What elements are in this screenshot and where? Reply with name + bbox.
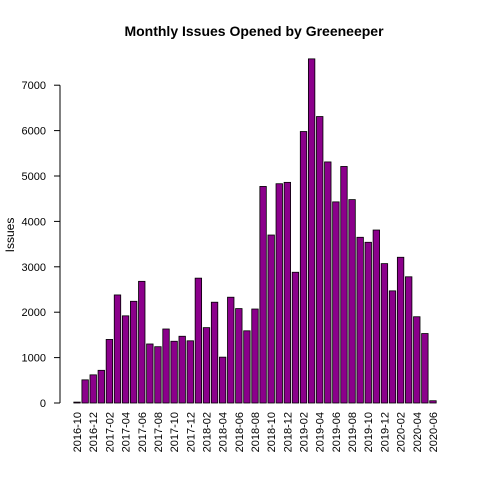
bar-2019-05 [324,161,332,404]
bar-2018-12 [283,181,291,404]
x-tick-label: 2019-10 [363,412,375,452]
bar-2019-08 [348,199,356,404]
bar-2019-10 [364,241,372,404]
x-tick-label: 2016-12 [88,412,100,452]
x-tick-label: 2018-06 [234,412,246,452]
y-tick-label: 2000 [22,307,46,319]
x-tick-label: 2018-04 [218,412,230,452]
bar-2016-10 [73,401,81,404]
bar-2019-09 [356,236,364,404]
x-tick-label: 2019-06 [331,412,343,452]
y-axis-label: Issues [3,218,17,253]
bar-2016-12 [89,374,97,404]
x-tick-label: 2019-04 [315,412,327,452]
bar-2019-03 [307,58,316,404]
bar-2018-09 [259,186,267,404]
bar-2019-11 [372,229,380,404]
x-tick-label: 2017-12 [185,412,197,452]
bar-2018-03 [210,301,219,404]
x-tick-label: 2019-02 [299,412,311,452]
y-tick-label: 4000 [22,216,46,228]
bar-2019-07 [340,166,348,404]
bar-2020-04 [413,316,421,404]
x-tick-label: 2017-06 [137,412,149,452]
bar-2017-12 [186,340,194,404]
x-tick-label: 2018-08 [250,412,262,452]
y-tick-label: 7000 [22,80,46,92]
bar-2020-02 [396,256,405,404]
bar-2018-08 [251,308,259,404]
x-tick-label: 2019-12 [379,412,391,452]
x-tick-label: 2017-02 [104,412,116,452]
bar-2017-05 [130,300,138,404]
bar-2017-02 [105,339,114,404]
bar-2017-04 [121,315,130,404]
y-tick-label: 5000 [22,171,46,183]
x-tick-label: 2020-04 [412,412,424,452]
bar-2019-04 [316,116,324,404]
y-tick-label: 3000 [22,262,46,274]
y-axis: 0 1000 2000 3000 4000 5000 6000 7000 [22,80,61,410]
x-tick-label: 2016-10 [72,412,84,452]
bar-2019-01 [291,271,300,404]
bar-2017-08 [154,346,162,404]
bars-group [73,58,437,404]
bar-2020-06 [429,400,437,404]
x-tick-label: 2018-10 [266,412,278,452]
x-tick-label: 2017-08 [153,412,165,452]
x-axis: 2016-10 2016-12 2017-02 2017-04 2017-06 2017-… [72,412,440,452]
bar-2019-12 [380,263,389,404]
chart-title: Monthly Issues Opened by Greeneeper [124,23,384,39]
x-tick-label: 2018-12 [282,412,294,452]
bar-2017-03 [113,294,122,404]
bar-2017-10 [170,340,178,404]
x-tick-label: 2020-02 [396,412,408,452]
bar-2020-03 [405,276,413,404]
bar-2020-01 [388,290,397,404]
x-tick-label: 2017-10 [169,412,181,452]
x-tick-label: 2019-08 [347,412,359,452]
bar-2017-01 [97,369,105,404]
bar-2018-02 [202,327,211,404]
bar-2018-06 [235,308,243,404]
bar-2017-11 [178,335,186,404]
bar-2018-05 [227,296,235,404]
x-tick-label: 2018-02 [201,412,213,452]
bar-2016-11 [81,379,89,404]
bar-2019-06 [332,201,340,404]
y-tick-label: 6000 [22,126,46,138]
bar-2017-09 [162,328,170,404]
y-tick-label: 1000 [22,353,46,365]
bar-2018-04 [219,356,227,404]
bar-2018-11 [275,183,283,404]
x-tick-label: 2020-06 [428,412,440,452]
bar-2020-05 [421,333,429,404]
x-tick-label: 2017-04 [121,412,133,452]
bar-2018-01 [194,277,203,404]
bar-2017-06 [138,280,146,404]
bar-2018-10 [267,234,275,404]
bar-2017-07 [146,343,154,404]
bar-2019-02 [299,131,308,404]
y-tick-label: 0 [40,398,46,410]
bar-2018-07 [243,330,251,404]
